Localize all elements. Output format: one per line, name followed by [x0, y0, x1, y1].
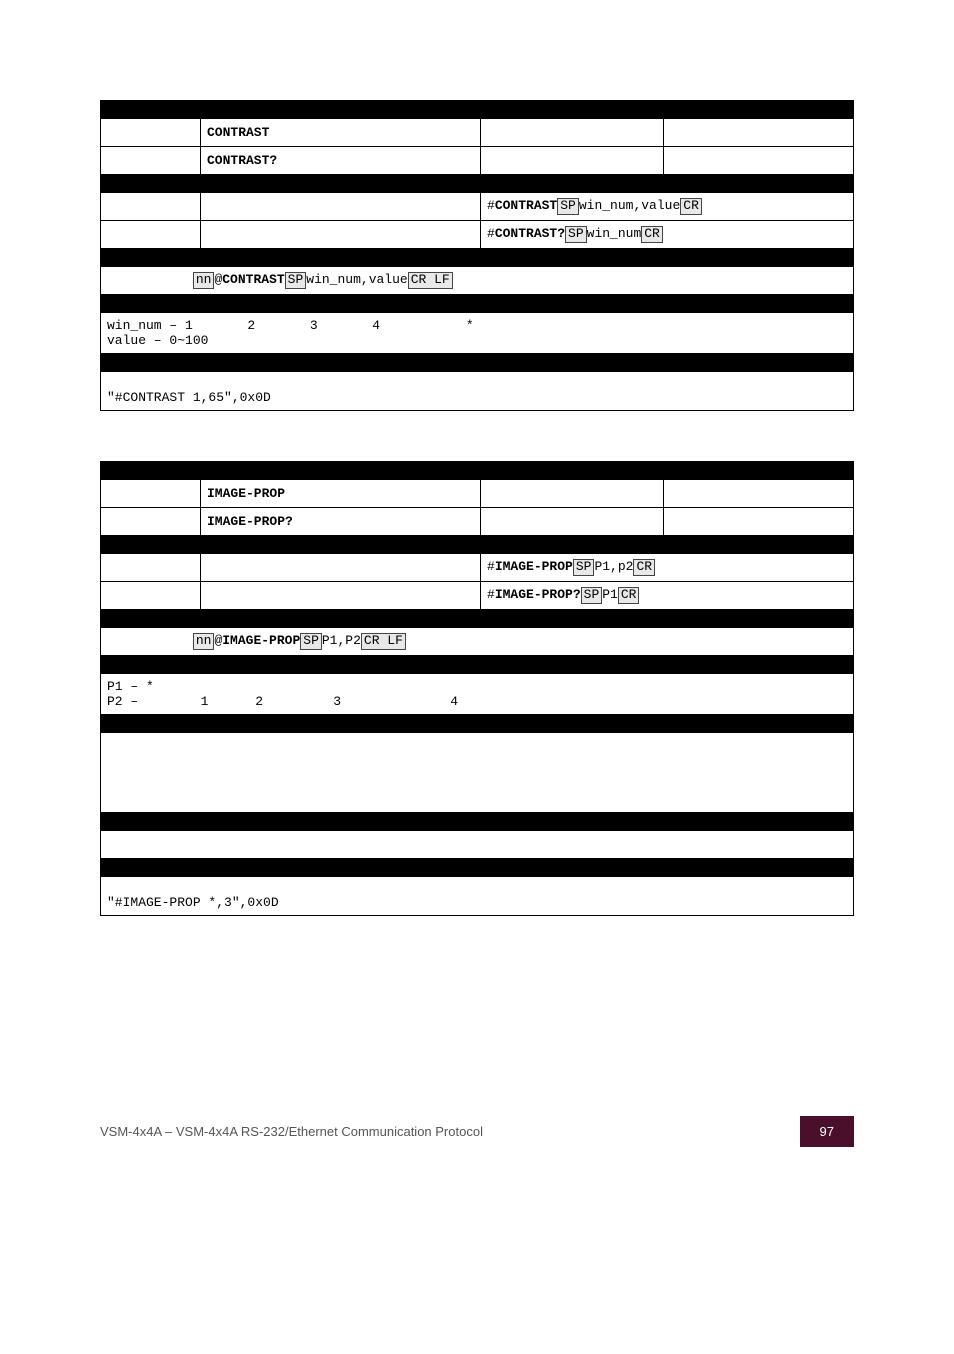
contrast-params: win_num – 1 2 3 4 * value – 0~100	[101, 313, 854, 354]
footer-text: VSM-4x4A – VSM-4x4A RS-232/Ethernet Comm…	[100, 1124, 483, 1139]
cell	[201, 554, 481, 582]
imageprop-get-syntax: #IMAGE-PROP?SPP1CR	[481, 582, 854, 610]
imageprop-get-label: IMAGE-PROP?	[201, 508, 481, 536]
contrast-set-label: CONTRAST	[201, 119, 481, 147]
cell	[101, 554, 201, 582]
contrast-response-syntax: nn@CONTRASTSPwin_num,valueCR LF	[101, 267, 854, 295]
cell	[201, 582, 481, 610]
contrast-table: CONTRAST CONTRAST? #CONTRASTSPwin_num,va…	[100, 100, 854, 411]
cell	[481, 119, 664, 147]
cell	[101, 147, 201, 175]
cell-empty	[101, 733, 854, 813]
cell	[481, 508, 664, 536]
imageprop-response-syntax: nn@IMAGE-PROPSPP1,P2CR LF	[101, 628, 854, 656]
contrast-example: "#CONTRAST 1,65",0x0D	[101, 372, 854, 411]
imageprop-set-syntax: #IMAGE-PROPSPP1,p2CR	[481, 554, 854, 582]
cell	[664, 147, 854, 175]
imageprop-example: "#IMAGE-PROP *,3",0x0D	[101, 877, 854, 916]
cell	[201, 193, 481, 221]
contrast-set-syntax: #CONTRASTSPwin_num,valueCR	[481, 193, 854, 221]
cell	[481, 147, 664, 175]
cell	[664, 508, 854, 536]
page-number: 97	[800, 1116, 854, 1147]
contrast-get-syntax: #CONTRAST?SPwin_numCR	[481, 221, 854, 249]
image-prop-table: IMAGE-PROP IMAGE-PROP? #IMAGE-PROPSPP1,p…	[100, 461, 854, 916]
cell	[101, 480, 201, 508]
cell-empty	[101, 831, 854, 859]
cell	[664, 480, 854, 508]
imageprop-params: P1 – * P2 – 1 2 3 4	[101, 674, 854, 715]
contrast-get-label: CONTRAST?	[201, 147, 481, 175]
cell	[664, 119, 854, 147]
cell	[101, 193, 201, 221]
cell	[101, 221, 201, 249]
page-footer: VSM-4x4A – VSM-4x4A RS-232/Ethernet Comm…	[100, 1116, 854, 1147]
cell	[481, 480, 664, 508]
cell	[101, 582, 201, 610]
cell	[101, 508, 201, 536]
imageprop-set-label: IMAGE-PROP	[201, 480, 481, 508]
cell	[101, 119, 201, 147]
cell	[201, 221, 481, 249]
